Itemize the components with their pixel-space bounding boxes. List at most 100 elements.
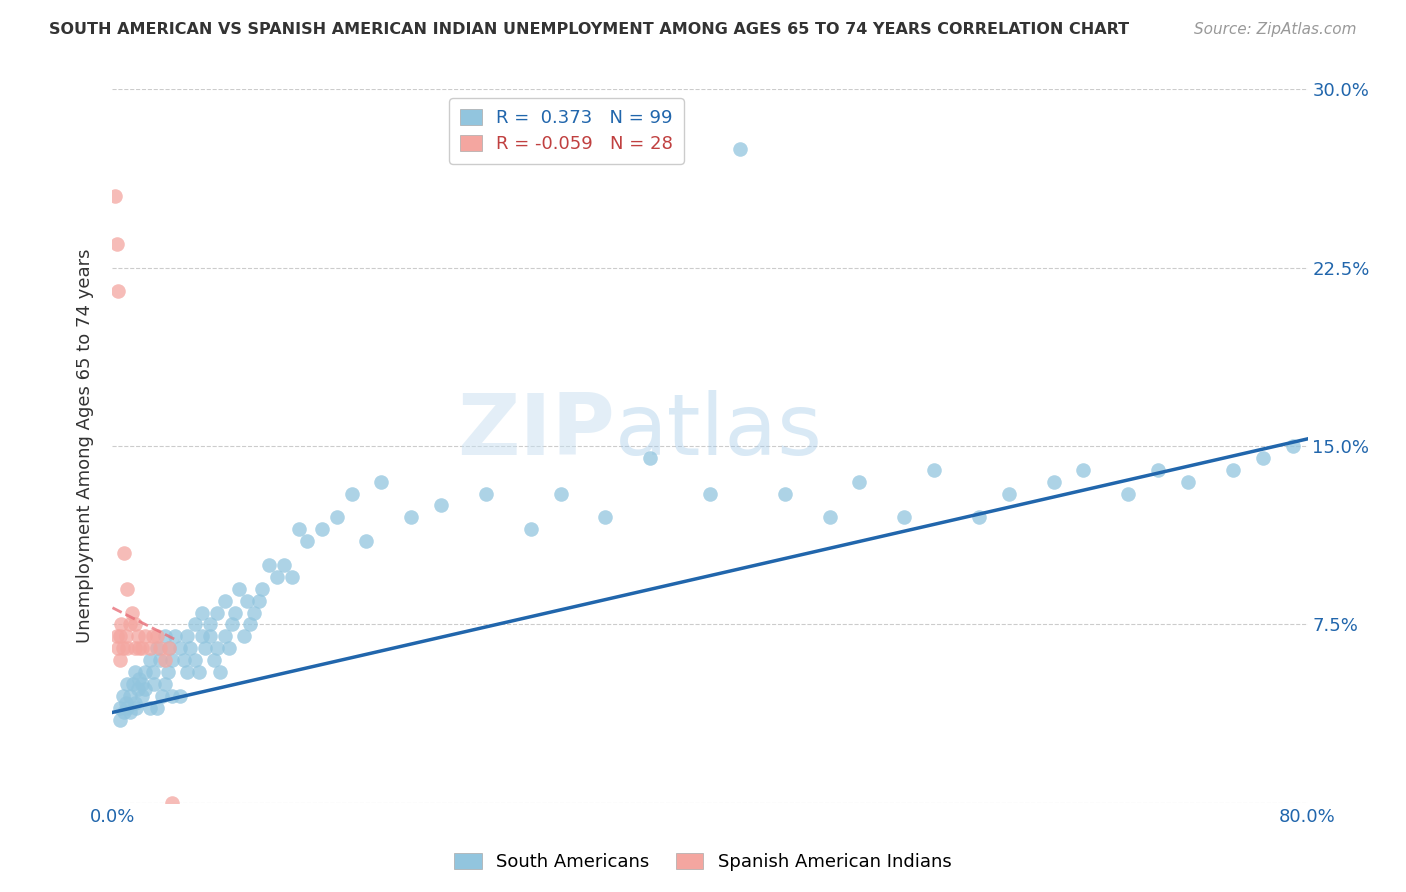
Text: Source: ZipAtlas.com: Source: ZipAtlas.com [1194, 22, 1357, 37]
Point [520, 522, 543, 536]
Point [640, 450, 662, 465]
Point [173, 653, 195, 667]
Point [117, 677, 139, 691]
Point [228, 582, 250, 596]
Point [1222, 463, 1244, 477]
Point [169, 641, 191, 656]
Point [146, 700, 169, 714]
Point [117, 641, 139, 656]
Point [773, 486, 796, 500]
Text: atlas: atlas [614, 390, 823, 474]
Point [430, 499, 453, 513]
Point [205, 606, 228, 620]
Point [218, 641, 240, 656]
Point [183, 653, 205, 667]
Point [550, 486, 572, 500]
Point [214, 593, 236, 607]
Point [728, 142, 751, 156]
Point [122, 677, 145, 691]
Point [139, 641, 162, 656]
Point [595, 510, 617, 524]
Point [125, 700, 148, 714]
Point [998, 486, 1021, 500]
Point [124, 617, 146, 632]
Point [475, 486, 498, 500]
Point [1177, 475, 1199, 489]
Point [128, 672, 150, 686]
Point [111, 641, 134, 656]
Point [202, 653, 225, 667]
Point [295, 534, 318, 549]
Point [124, 696, 146, 710]
Point [134, 665, 156, 679]
Point [127, 629, 149, 643]
Point [157, 641, 180, 656]
Point [117, 700, 139, 714]
Point [153, 629, 176, 643]
Point [848, 475, 870, 489]
Point [104, 189, 127, 203]
Point [139, 700, 162, 714]
Point [259, 558, 281, 572]
Point [194, 641, 217, 656]
Point [110, 617, 132, 632]
Point [162, 653, 183, 667]
Point [108, 700, 131, 714]
Point [131, 689, 153, 703]
Point [1281, 439, 1303, 453]
Point [131, 641, 153, 656]
Point [214, 629, 236, 643]
Point [273, 558, 295, 572]
Point [179, 641, 201, 656]
Point [149, 641, 172, 656]
Point [107, 285, 129, 299]
Point [124, 641, 146, 656]
Point [157, 641, 180, 656]
Point [134, 681, 156, 696]
Point [266, 570, 288, 584]
Point [165, 629, 187, 643]
Point [117, 582, 139, 596]
Point [120, 689, 142, 703]
Point [221, 617, 243, 632]
Point [243, 606, 266, 620]
Point [131, 677, 153, 691]
Point [188, 665, 211, 679]
Point [191, 606, 214, 620]
Text: SOUTH AMERICAN VS SPANISH AMERICAN INDIAN UNEMPLOYMENT AMONG AGES 65 TO 74 YEARS: SOUTH AMERICAN VS SPANISH AMERICAN INDIA… [49, 22, 1129, 37]
Point [340, 486, 363, 500]
Point [108, 653, 131, 667]
Point [146, 629, 169, 643]
Point [107, 641, 129, 656]
Point [156, 665, 179, 679]
Point [128, 641, 150, 656]
Y-axis label: Unemployment Among Ages 65 to 74 years: Unemployment Among Ages 65 to 74 years [76, 249, 94, 643]
Point [209, 665, 232, 679]
Point [127, 681, 149, 696]
Point [233, 629, 256, 643]
Point [356, 534, 378, 549]
Point [143, 677, 166, 691]
Legend: South Americans, Spanish American Indians: South Americans, Spanish American Indian… [447, 846, 959, 879]
Point [111, 689, 134, 703]
Point [142, 629, 165, 643]
Point [198, 617, 221, 632]
Point [105, 629, 128, 643]
Point [142, 665, 165, 679]
Point [108, 629, 131, 643]
Point [250, 582, 273, 596]
Point [153, 653, 176, 667]
Point [150, 689, 173, 703]
Point [124, 665, 146, 679]
Point [1251, 450, 1274, 465]
Point [120, 706, 142, 720]
Point [169, 689, 191, 703]
Point [114, 546, 135, 560]
Point [1147, 463, 1170, 477]
Point [370, 475, 392, 489]
Text: ZIP: ZIP [457, 390, 614, 474]
Legend: R =  0.373   N = 99, R = -0.059   N = 28: R = 0.373 N = 99, R = -0.059 N = 28 [450, 98, 683, 163]
Point [699, 486, 721, 500]
Point [893, 510, 915, 524]
Point [183, 617, 205, 632]
